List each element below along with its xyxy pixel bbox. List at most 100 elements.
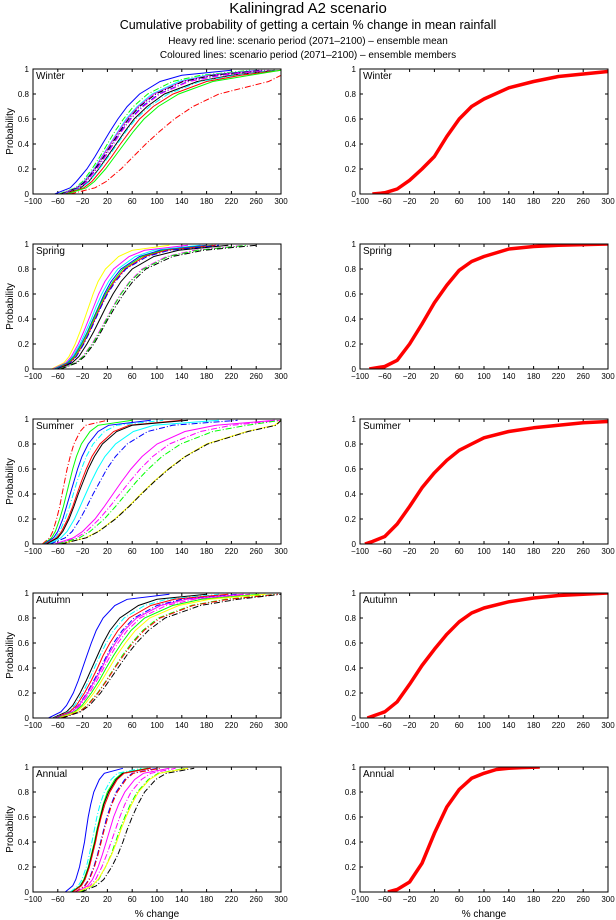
x-tick-label: 100 [150, 547, 164, 556]
x-tick-label: −60 [51, 895, 65, 904]
x-tick-label: 220 [552, 197, 566, 206]
y-tick-label: 1 [25, 415, 30, 424]
x-tick-label: 20 [103, 197, 112, 206]
ensemble-member-line [63, 69, 278, 194]
x-tick-label: 140 [502, 547, 516, 556]
x-tick-label: 100 [477, 547, 491, 556]
y-tick-label: 1 [352, 65, 357, 74]
x-tick-label: −100 [351, 372, 370, 381]
y-axis-label: Probability [5, 458, 16, 505]
y-axis-label: Probability [5, 283, 16, 330]
x-tick-label: −60 [378, 197, 392, 206]
y-tick-label: 0 [352, 540, 357, 549]
y-tick-label: 0.6 [345, 115, 357, 124]
y-tick-label: 0 [25, 190, 30, 199]
y-tick-label: 0.4 [345, 490, 357, 499]
x-tick-label: −100 [24, 547, 43, 556]
season-label: Annual [36, 769, 67, 780]
x-tick-label: −20 [76, 547, 90, 556]
x-tick-label: 60 [455, 547, 464, 556]
season-label: Spring [363, 246, 392, 257]
axes-frame [359, 243, 609, 370]
ensemble-member-line [60, 69, 263, 194]
season-label: Spring [36, 246, 65, 257]
panel-winter-mean: −100 −60 −20 20 60 100 140 180 220 260 300 0 0.2 0.4 0… [345, 65, 615, 206]
x-axis-label: % change [462, 909, 507, 920]
y-tick-label: 0.2 [18, 689, 30, 698]
y-tick-label: 1 [25, 589, 30, 598]
x-tick-label: 60 [128, 372, 137, 381]
x-tick-label: −60 [51, 197, 65, 206]
y-tick-label: 0.6 [345, 465, 357, 474]
season-label: Summer [363, 421, 401, 432]
figure-subtitle: Cumulative probability of getting a cert… [119, 18, 497, 32]
y-tick-label: 0.4 [18, 838, 30, 847]
x-tick-label: 20 [103, 721, 112, 730]
x-tick-label: −100 [24, 895, 43, 904]
x-tick-label: −60 [378, 547, 392, 556]
y-tick-label: 0.8 [18, 614, 30, 623]
x-tick-label: 20 [430, 547, 439, 556]
x-tick-label: 300 [274, 547, 288, 556]
ensemble-member-line [43, 419, 133, 544]
ensemble-member-line [56, 419, 281, 544]
ensemble-member-line [60, 593, 278, 718]
y-tick-label: 1 [25, 65, 30, 74]
ensemble-member-line [65, 69, 281, 194]
ensemble-member-line [74, 767, 161, 892]
x-tick-label: −20 [403, 721, 417, 730]
x-tick-label: 20 [103, 547, 112, 556]
ensemble-member-line [59, 244, 247, 369]
ensemble-member-line [77, 767, 189, 892]
y-tick-label: 0.2 [18, 165, 30, 174]
x-tick-label: 180 [200, 895, 214, 904]
ensemble-member-line [55, 244, 213, 369]
x-tick-label: 260 [577, 547, 591, 556]
x-tick-label: 180 [200, 547, 214, 556]
x-tick-label: 180 [527, 372, 541, 381]
ensemble-member-line [43, 419, 151, 544]
ensemble-member-line [60, 244, 257, 369]
y-tick-label: 0.4 [18, 490, 30, 499]
x-tick-label: 220 [225, 895, 239, 904]
y-tick-label: 0.8 [345, 614, 357, 623]
x-tick-label: 260 [250, 895, 264, 904]
y-tick-label: 0.8 [345, 788, 357, 797]
y-tick-label: 0.6 [18, 290, 30, 299]
axes-frame [32, 68, 282, 195]
ensemble-mean-line [369, 244, 608, 369]
y-tick-label: 0.2 [18, 515, 30, 524]
ensemble-member-line [79, 767, 185, 892]
season-label: Annual [363, 769, 394, 780]
x-tick-label: 300 [601, 721, 615, 730]
x-tick-label: 100 [477, 895, 491, 904]
y-tick-label: 0.4 [18, 664, 30, 673]
panel-annual-members: −100 −60 −20 20 60 100 140 180 220 260 300 0 0.2 0.4 0… [5, 763, 288, 920]
x-tick-label: 220 [552, 895, 566, 904]
axes-frame [32, 243, 282, 370]
ensemble-member-line [56, 244, 220, 369]
x-tick-label: 140 [175, 197, 189, 206]
ensemble-member-line [50, 419, 238, 544]
x-tick-label: −100 [351, 721, 370, 730]
x-tick-label: 140 [502, 372, 516, 381]
ensemble-member-line [58, 244, 244, 369]
x-tick-label: −60 [378, 372, 392, 381]
ensemble-member-line [63, 69, 275, 194]
ensemble-member-line [57, 244, 229, 369]
x-tick-label: 100 [477, 372, 491, 381]
ensemble-member-line [64, 767, 124, 892]
x-tick-label: 100 [150, 721, 164, 730]
x-axis-label: % change [135, 909, 180, 920]
ensemble-member-line [54, 593, 229, 718]
x-tick-label: −20 [76, 372, 90, 381]
ensemble-member-line [41, 419, 108, 544]
ensemble-member-line [81, 767, 195, 892]
x-tick-label: −20 [403, 895, 417, 904]
y-axis-label: Probability [5, 108, 16, 155]
x-tick-label: 300 [274, 895, 288, 904]
y-tick-label: 0.4 [345, 140, 357, 149]
x-tick-label: 300 [274, 197, 288, 206]
y-tick-label: 0.4 [18, 315, 30, 324]
note-ensemble-mean: Heavy red line: scenario period (2071–21… [168, 36, 448, 47]
